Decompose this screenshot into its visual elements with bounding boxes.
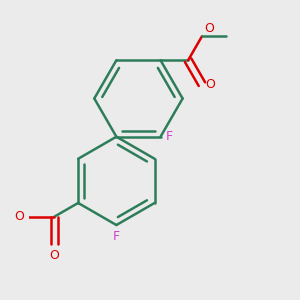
- Text: O: O: [205, 78, 215, 91]
- Text: F: F: [113, 230, 120, 243]
- Text: O: O: [14, 210, 24, 223]
- Text: F: F: [165, 130, 172, 143]
- Text: O: O: [204, 22, 214, 35]
- Text: O: O: [49, 249, 59, 262]
